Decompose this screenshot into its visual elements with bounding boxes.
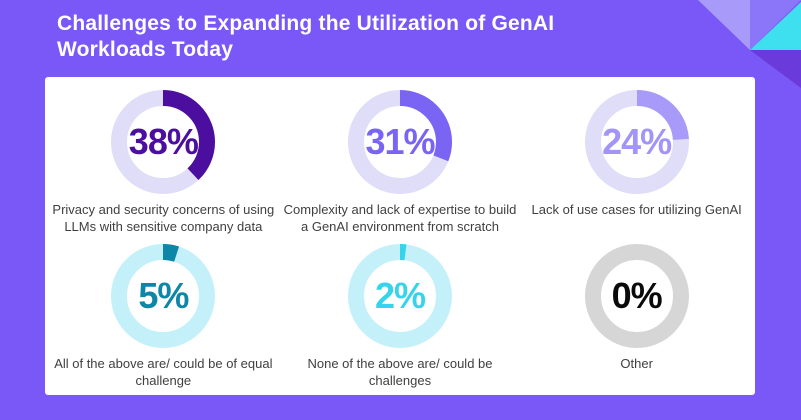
- donut-ring: [111, 90, 216, 194]
- stat-cell-complexity: 31% Complexity and lack of expertise to …: [282, 77, 519, 236]
- donut-caption: None of the above are/ could be challeng…: [307, 356, 493, 389]
- percent-label: 0%: [611, 275, 663, 316]
- donut-chart: 0%: [584, 244, 689, 348]
- percent-label: 31%: [365, 121, 435, 162]
- percent-label: 38%: [128, 121, 199, 162]
- triangle-cyan-icon: [750, 2, 801, 50]
- donut-caption: Other: [620, 356, 653, 371]
- triangle-dark-purple-icon: [750, 50, 801, 88]
- corner-decoration: [698, 0, 801, 88]
- percent-label: 5%: [138, 275, 189, 316]
- content-card: 38% Privacy and security concerns of usi…: [45, 77, 755, 395]
- donut-ring: [584, 244, 689, 348]
- page-title: Challenges to Expanding the Utilization …: [57, 12, 555, 62]
- donut-chart: 24%: [584, 90, 689, 194]
- stat-cell-other: 0% Other: [518, 236, 755, 395]
- donut-chart: 2%: [347, 244, 452, 348]
- donut-caption: Lack of use cases for utilizing GenAI: [531, 202, 742, 217]
- stat-cell-use-cases: 24% Lack of use cases for utilizing GenA…: [518, 77, 755, 236]
- percent-label: 2%: [374, 275, 426, 316]
- donut-chart: 5%: [111, 244, 216, 348]
- donut-chart: 31%: [347, 90, 452, 194]
- percent-label: 24%: [602, 121, 672, 162]
- donut-chart: 38%: [111, 90, 216, 194]
- donut-ring: [111, 244, 216, 348]
- donut-caption: Privacy and security concerns of using L…: [52, 202, 275, 235]
- donut-ring: [584, 90, 689, 194]
- triangle-lavender-icon: [698, 0, 750, 50]
- stat-cell-all-of-above: 5% All of the above are/ could be of equ…: [45, 236, 282, 395]
- stat-cell-privacy: 38% Privacy and security concerns of usi…: [45, 77, 282, 236]
- donut-ring: [347, 244, 452, 348]
- donut-caption: All of the above are/ could be of equal …: [54, 356, 273, 389]
- triangle-purple-icon: [750, 0, 801, 50]
- stat-cell-none-of-above: 2% None of the above are/ could be chall…: [282, 236, 519, 395]
- donut-ring: [347, 90, 452, 194]
- donut-caption: Complexity and lack of expertise to buil…: [283, 202, 517, 235]
